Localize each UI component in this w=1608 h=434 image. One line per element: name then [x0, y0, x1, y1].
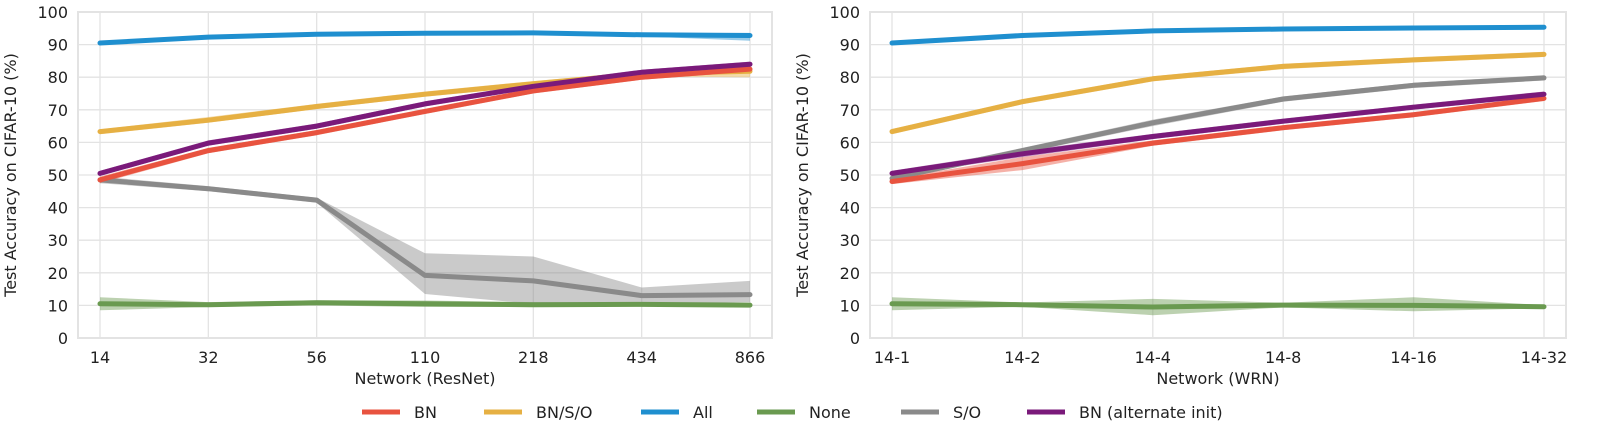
- x-tick-label: 14: [90, 348, 110, 367]
- y-tick-label: 90: [840, 36, 860, 55]
- y-tick-label: 10: [48, 296, 68, 315]
- y-tick-label: 100: [829, 3, 860, 22]
- legend-item-all: All: [641, 403, 713, 422]
- y-tick-label: 20: [48, 264, 68, 283]
- x-tick-label: 14-2: [1004, 348, 1040, 367]
- y-tick-label: 70: [840, 101, 860, 120]
- series-line-none: [97, 300, 753, 308]
- series-line-bn: [97, 66, 753, 183]
- legend-item-bn-s-o: BN/S/O: [484, 403, 592, 422]
- series-line-none: [889, 301, 1547, 310]
- x-tick-label: 110: [410, 348, 441, 367]
- x-tick-label: 14-8: [1265, 348, 1301, 367]
- series-line-bn-alternate-init: [97, 61, 753, 176]
- legend-label: BN/S/O: [536, 403, 592, 422]
- x-tick-label: 218: [518, 348, 549, 367]
- resnet-chart-panel: 0 10 20 30 40 50 60 70 80 90 100 14 32 56 110 218 434 866…: [1, 3, 773, 388]
- y-tick-label: 60: [840, 133, 860, 152]
- series-line-bn-alternate-init: [889, 91, 1547, 176]
- wrn-chart-panel: 0 10 20 30 40 50 60 70 80 90 100 14-1 14-2 14-4 14-8 14…: [793, 3, 1567, 388]
- legend-item-s-o: S/O: [901, 403, 981, 422]
- x-tick-label: 56: [306, 348, 326, 367]
- legend-item-none: None: [757, 403, 851, 422]
- x-tick-label: 434: [626, 348, 657, 367]
- legend-label: BN: [414, 403, 437, 422]
- y-tick-label: 30: [48, 231, 68, 250]
- series-line-all: [889, 24, 1547, 46]
- y-tick-label: 90: [48, 36, 68, 55]
- legend-label: None: [809, 403, 851, 422]
- y-tick-label: 40: [48, 199, 68, 218]
- legend: BN BN/S/O All None S/O BN (alternate init): [362, 403, 1223, 422]
- x-tick-label: 32: [198, 348, 218, 367]
- legend-label: BN (alternate init): [1079, 403, 1223, 422]
- y-tick-label: 40: [840, 199, 860, 218]
- series-line-all: [97, 30, 753, 46]
- y-axis-label: Test Accuracy on CIFAR-10 (%): [1, 53, 20, 298]
- y-tick-label: 30: [840, 231, 860, 250]
- y-axis-label: Test Accuracy on CIFAR-10 (%): [793, 53, 812, 298]
- y-tick-label: 0: [850, 329, 860, 348]
- band-bn-s-o: [892, 51, 1544, 135]
- plot-frame: [869, 11, 1567, 339]
- y-tick-label: 50: [840, 166, 860, 185]
- y-tick-label: 10: [840, 296, 860, 315]
- series-line-s-o: [97, 177, 753, 299]
- legend-item-bn-alternate-init: BN (alternate init): [1027, 403, 1223, 422]
- y-tick-label: 60: [48, 133, 68, 152]
- legend-label: S/O: [953, 403, 981, 422]
- x-tick-label: 14-16: [1390, 348, 1437, 367]
- legend-item-bn: BN: [362, 403, 437, 422]
- y-tick-label: 70: [48, 101, 68, 120]
- band-s-o: [100, 176, 750, 304]
- x-axis-label: Network (ResNet): [354, 369, 495, 388]
- x-tick-label: 14-1: [874, 348, 910, 367]
- x-tick-label: 866: [735, 348, 766, 367]
- x-tick-label: 14-32: [1521, 348, 1568, 367]
- x-axis-label: Network (WRN): [1156, 369, 1279, 388]
- y-tick-label: 80: [48, 68, 68, 87]
- y-tick-label: 100: [37, 3, 68, 22]
- x-tick-label: 14-4: [1135, 348, 1171, 367]
- plot-frame: [77, 11, 773, 339]
- y-tick-label: 50: [48, 166, 68, 185]
- series-line-bn: [889, 95, 1547, 184]
- legend-label: All: [693, 403, 713, 422]
- y-tick-label: 0: [58, 329, 68, 348]
- y-tick-label: 80: [840, 68, 860, 87]
- series-line-bn-s-o: [889, 51, 1547, 135]
- y-tick-label: 20: [840, 264, 860, 283]
